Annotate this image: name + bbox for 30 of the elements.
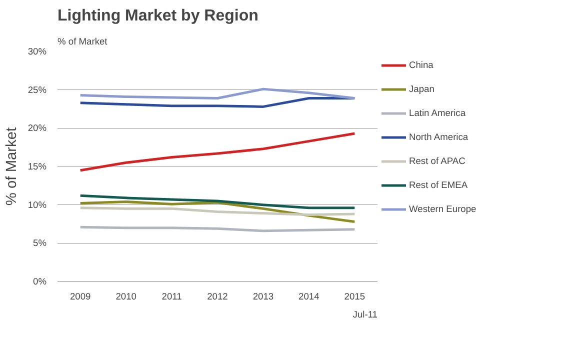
chart-subtitle: % of Market <box>58 36 108 46</box>
x-tick-label: 2014 <box>298 292 320 302</box>
legend-label: Western Europe <box>409 204 476 214</box>
legend-label: Japan <box>409 84 434 94</box>
legend-label: North America <box>409 132 468 142</box>
x-tick-label: 2011 <box>162 292 182 302</box>
x-tick-label: 2012 <box>207 292 228 302</box>
line-series <box>79 200 356 223</box>
legend-label: China <box>409 60 434 70</box>
line-series <box>79 206 356 216</box>
line-series <box>79 132 356 172</box>
y-tick-label: 10% <box>28 200 46 210</box>
legend-label: Rest of EMEA <box>409 180 468 190</box>
legend-label: Rest of APAC <box>409 156 466 166</box>
y-tick-label: 20% <box>28 123 46 134</box>
x-tick-label: 2009 <box>70 292 91 302</box>
y-tick-label: 25% <box>28 84 46 95</box>
line-series <box>79 88 356 100</box>
x-tick-label: 2010 <box>116 292 136 302</box>
y-axis-title: % of Market <box>4 127 20 206</box>
text: Jul-11 <box>352 310 378 320</box>
legend-label: Latin America <box>409 108 466 118</box>
x-tick-label: 2013 <box>252 292 274 302</box>
chart-title: Lighting Market by Region <box>58 8 258 24</box>
line-series <box>79 194 356 210</box>
y-tick-label: 30% <box>28 46 46 56</box>
y-tick-label: 5% <box>33 238 46 248</box>
y-tick-label: 15% <box>28 162 46 172</box>
x-tick-label: 2015 <box>344 292 366 302</box>
y-tick-label: 0% <box>33 276 46 286</box>
